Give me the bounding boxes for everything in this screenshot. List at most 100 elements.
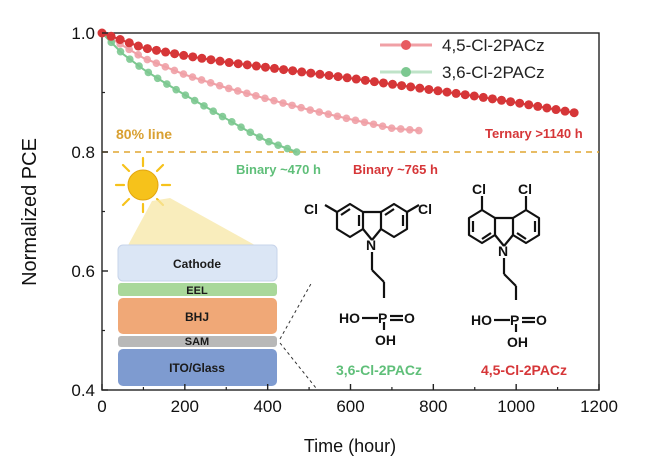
mol2-o: O <box>536 312 547 328</box>
series-1-point-8 <box>170 49 180 59</box>
series-1-point-48 <box>533 101 543 111</box>
series-2-point-13 <box>215 81 224 90</box>
reference-line-label: 80% line <box>116 126 172 142</box>
layer-ito-glass <box>118 349 277 386</box>
x-axis-label: Time (hour) <box>304 436 396 456</box>
series-3 <box>98 29 301 156</box>
series-3-point-20 <box>283 144 292 153</box>
series-3-point-5 <box>144 68 153 77</box>
annotation-binary-765: Binary ~765 h <box>353 162 438 177</box>
zoom-line-bottom <box>279 342 317 389</box>
series-2-point-19 <box>270 96 278 105</box>
legend-swatch-marker-1 <box>401 40 411 50</box>
x-tick-label-3: 600 <box>336 397 364 416</box>
mol2-ho: HO <box>471 312 492 328</box>
series-1-point-4 <box>133 41 143 51</box>
series-2-point-24 <box>315 108 324 116</box>
series-2-point-6 <box>152 59 161 67</box>
series-2-point-9 <box>179 70 188 78</box>
series-1-point-30 <box>369 77 379 87</box>
mol1-n: N <box>366 237 376 253</box>
series-3-point-2 <box>116 47 125 56</box>
series-2-point-23 <box>306 106 315 114</box>
series-1-point-15 <box>233 59 243 69</box>
series-1-point-41 <box>469 91 479 101</box>
layer-label-bhj: BHJ <box>185 310 209 324</box>
series-3-point-14 <box>227 118 236 126</box>
y-tick-label-0: 0.4 <box>71 381 95 400</box>
series-1-point-7 <box>161 47 171 57</box>
series-1 <box>97 28 579 118</box>
series-2-point-18 <box>261 94 269 103</box>
series-2-point-35 <box>415 126 423 135</box>
series-1-point-13 <box>215 56 225 66</box>
molecule-4-5-cl-2pacz-labels: Cl Cl N HO P O OH <box>471 181 547 350</box>
x-tick-label-5: 1000 <box>497 397 535 416</box>
series-1-point-27 <box>342 73 352 83</box>
mol2-cl-right: Cl <box>518 181 532 197</box>
series-1-point-31 <box>378 78 388 88</box>
layer-label-sam: SAM <box>185 336 209 348</box>
series-1-point-16 <box>242 60 252 70</box>
series-3-point-17 <box>255 133 264 141</box>
series-2-point-30 <box>369 120 378 129</box>
series-2-point-20 <box>279 99 287 107</box>
series-2-point-21 <box>288 101 296 110</box>
layer-label-eel: EEL <box>186 285 208 297</box>
series-1-point-37 <box>433 86 443 96</box>
series-3-point-9 <box>181 91 190 100</box>
series-3-point-11 <box>200 102 208 110</box>
y-tick-label-2: 0.8 <box>71 143 95 162</box>
series-1-point-49 <box>542 103 552 113</box>
series-2-point-5 <box>143 55 152 64</box>
series-1-point-6 <box>151 45 161 55</box>
mol2-oh: OH <box>507 334 528 350</box>
series-3-point-18 <box>265 137 273 146</box>
series-1-point-5 <box>142 44 152 54</box>
x-tick-label-1: 200 <box>171 397 199 416</box>
molecule-4-5-cl-2pacz <box>467 196 541 332</box>
mol1-p: P <box>378 310 387 326</box>
series-3-point-13 <box>218 112 227 121</box>
series-1-point-47 <box>524 100 534 110</box>
series-2-point-15 <box>233 87 242 95</box>
legend-label-1: 4,5-Cl-2PACz <box>442 36 545 55</box>
y-tick-label-3: 1.0 <box>71 24 95 43</box>
series-3-point-16 <box>246 128 255 137</box>
series-3-point-21 <box>292 148 301 156</box>
series-1-point-3 <box>124 38 134 48</box>
series-1-point-21 <box>288 66 298 76</box>
series-3-point-3 <box>126 55 134 63</box>
series-1-point-2 <box>115 35 125 45</box>
series-layer <box>97 28 579 156</box>
series-3-point-15 <box>237 123 245 131</box>
series-2-point-29 <box>360 118 369 127</box>
legend-entry-1: 4,5-Cl-2PACz <box>380 36 545 55</box>
series-1-point-35 <box>415 83 425 93</box>
series-2-point-27 <box>342 114 351 123</box>
series-1-point-46 <box>515 98 525 108</box>
series-2-point-33 <box>396 125 405 133</box>
annotation-ternary: Ternary >1140 h <box>485 126 583 141</box>
series-2-point-31 <box>378 122 387 130</box>
x-tick-label-6: 1200 <box>580 397 618 416</box>
series-1-point-33 <box>397 81 407 91</box>
legend: 4,5-Cl-2PACz 3,6-Cl-2PACz <box>380 36 545 82</box>
series-1-point-44 <box>497 95 507 105</box>
mol1-ho: HO <box>339 310 360 326</box>
series-3-point-12 <box>209 107 218 115</box>
series-3-point-10 <box>190 96 199 105</box>
x-tick-label-0: 0 <box>97 397 106 416</box>
series-1-point-26 <box>333 72 343 82</box>
series-2-point-17 <box>252 92 260 100</box>
layer-cathode <box>117 244 278 282</box>
series-2-point-7 <box>161 63 170 71</box>
mol1-oh: OH <box>375 332 396 348</box>
series-2-point-4 <box>134 51 143 59</box>
series-2-point-11 <box>197 76 206 84</box>
series-1-point-45 <box>506 97 516 107</box>
legend-label-2: 3,6-Cl-2PACz <box>442 63 545 82</box>
series-1-point-38 <box>442 87 452 97</box>
series-1-point-12 <box>206 55 216 65</box>
